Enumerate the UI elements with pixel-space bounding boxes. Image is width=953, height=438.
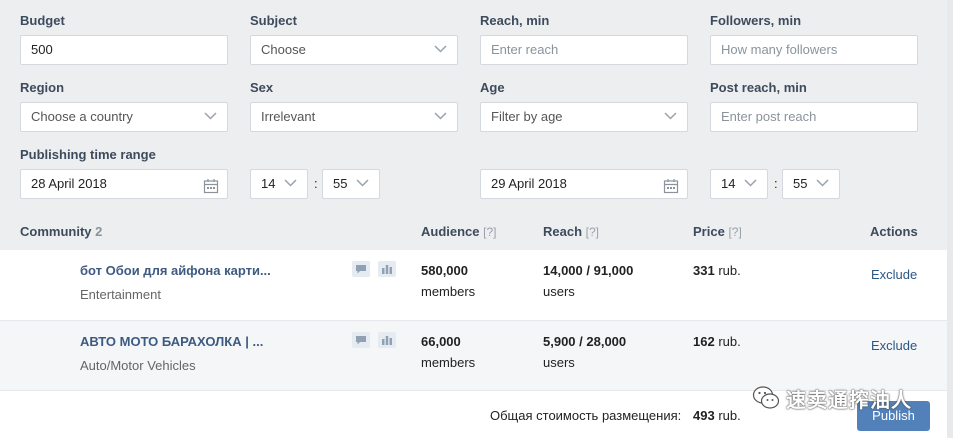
reach-min-label: Reach, min [480,13,550,28]
time-separator: : [774,176,778,191]
header-audience-label: Audience [421,224,480,239]
end-minute-select[interactable]: 55 [782,169,840,199]
start-hour-select[interactable]: 14 [250,169,308,199]
age-select-value: Filter by age [491,109,563,124]
total-cost: 493 rub. [693,408,741,423]
followers-min-input[interactable]: How many followers [710,35,918,65]
chevron-down-icon [664,112,677,120]
reach-unit: users [543,355,575,370]
scrollbar[interactable] [947,0,953,438]
filter-panel: Budget 500 Subject Choose Reach, min Ent… [0,0,953,212]
budget-input[interactable]: 500 [20,35,228,65]
calendar-icon[interactable] [203,176,219,194]
help-icon[interactable]: [?] [483,225,497,239]
end-minute-value: 55 [793,176,808,191]
community-category: Entertainment [80,287,161,302]
end-date-value: 29 April 2018 [491,176,567,191]
time-separator: : [314,176,318,191]
help-icon[interactable]: [?] [585,225,599,239]
followers-min-label: Followers, min [710,13,802,28]
comment-icon[interactable] [352,332,370,348]
audience-value: 66,000 [421,334,461,349]
help-icon[interactable]: [?] [728,225,742,239]
price-cell: 162 rub. [693,334,741,349]
total-cost-unit: rub. [718,408,741,423]
comment-icon[interactable] [352,261,370,277]
age-select[interactable]: Filter by age [480,102,688,132]
total-cost-label: Общая стоимость размещения: [490,408,682,423]
start-minute-value: 55 [333,176,348,191]
header-reach[interactable]: Reach [?] [543,224,599,239]
chevron-down-icon [434,112,447,120]
sex-label: Sex [250,80,274,95]
header-community-label: Community [20,224,92,239]
region-label: Region [20,80,65,95]
header-price[interactable]: Price [?] [693,224,742,239]
price-unit: rub. [718,263,741,278]
price-cell: 331 rub. [693,263,741,278]
table-header: Community 2 Audience [?] Reach [?] Price… [0,212,953,250]
sex-select[interactable]: Irrelevant [250,102,458,132]
header-actions: Actions [870,224,918,239]
start-date-picker[interactable]: 28 April 2018 [20,169,228,199]
total-cost-value: 493 [693,408,715,423]
end-hour-select[interactable]: 14 [710,169,768,199]
start-minute-select[interactable]: 55 [322,169,380,199]
time-range-label: Publishing time range [20,147,156,162]
reach-value: 14,000 / 91,000 [543,263,634,278]
header-audience[interactable]: Audience [?] [421,224,496,239]
reach-unit: users [543,284,575,299]
region-select[interactable]: Choose a country [20,102,228,132]
exclude-link[interactable]: Exclude [871,338,918,353]
region-select-value: Choose a country [31,109,133,124]
audience-unit: members [421,284,476,299]
header-community[interactable]: Community 2 [20,224,102,239]
price-unit: rub. [718,334,741,349]
community-name-link[interactable]: бот Обои для айфона карти... [80,263,271,278]
community-name-link[interactable]: АВТО МОТО БАРАХОЛКА | ... [80,334,264,349]
community-count: 2 [95,224,103,239]
reach-value: 5,900 / 28,000 [543,334,627,349]
chevron-down-icon [434,45,447,53]
subject-select-value: Choose [261,42,306,57]
chevron-down-icon [356,179,369,187]
subject-select[interactable]: Choose [250,35,458,65]
audience-unit: members [421,355,476,370]
price-value: 331 [693,263,715,278]
end-date-picker[interactable]: 29 April 2018 [480,169,688,199]
price-value: 162 [693,334,715,349]
post-reach-min-label: Post reach, min [710,80,807,95]
chevron-down-icon [816,179,829,187]
publish-button[interactable]: Publish [857,401,930,431]
table-row: бот Обои для айфона карти... Entertainme… [0,250,953,320]
header-reach-label: Reach [543,224,583,239]
watermark: 速卖通搾油人 [752,382,912,414]
subject-label: Subject [250,13,297,28]
chevron-down-icon [284,179,297,187]
reach-min-input[interactable]: Enter reach [480,35,688,65]
start-hour-value: 14 [261,176,276,191]
sex-select-value: Irrelevant [261,109,316,124]
audience-value: 580,000 [421,263,468,278]
calendar-icon[interactable] [663,176,679,194]
budget-label: Budget [20,13,65,28]
end-hour-value: 14 [721,176,736,191]
footer-bar: Общая стоимость размещения: 493 rub. Pub… [0,390,953,438]
chevron-down-icon [204,112,217,120]
stats-icon[interactable] [378,332,396,348]
post-reach-min-input[interactable]: Enter post reach [710,102,918,132]
chevron-down-icon [744,179,757,187]
table-row: АВТО МОТО БАРАХОЛКА | ... Auto/Motor Veh… [0,320,953,390]
watermark-text: 速卖通搾油人 [786,389,912,412]
stats-icon[interactable] [378,261,396,277]
age-label: Age [480,80,505,95]
header-price-label: Price [693,224,725,239]
wechat-logo-icon [752,386,780,409]
exclude-link[interactable]: Exclude [871,267,918,282]
start-date-value: 28 April 2018 [31,176,107,191]
community-category: Auto/Motor Vehicles [80,358,196,373]
